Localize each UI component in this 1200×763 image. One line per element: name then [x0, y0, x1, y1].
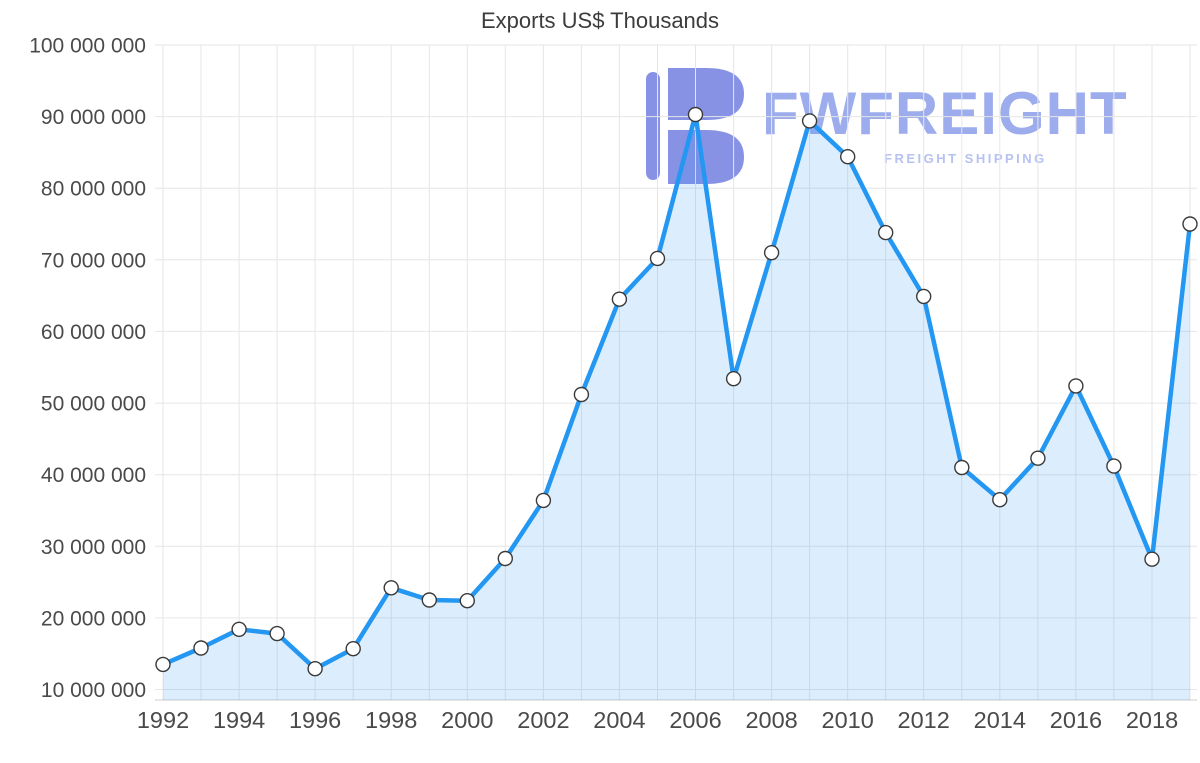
data-point-2012[interactable]: [916, 288, 932, 305]
data-point-2011[interactable]: [878, 224, 894, 241]
data-point-1994[interactable]: [231, 621, 247, 637]
y-axis-label: 70 000 000: [41, 249, 146, 272]
data-point-1996[interactable]: [307, 661, 323, 677]
data-point-2005[interactable]: [649, 250, 666, 267]
y-axis-label: 30 000 000: [41, 536, 146, 559]
data-point-2016[interactable]: [1068, 378, 1084, 394]
x-axis-label: 2002: [517, 707, 569, 733]
x-axis-label: 2018: [1126, 707, 1178, 733]
x-axis-label: 2014: [974, 707, 1026, 733]
y-axis-label: 90 000 000: [41, 106, 146, 129]
y-axis-label: 50 000 000: [41, 393, 146, 416]
x-axis-label: 1998: [365, 707, 417, 733]
data-point-1999[interactable]: [421, 592, 437, 608]
data-point-2000[interactable]: [459, 593, 475, 609]
chart-title: Exports US$ Thousands: [480, 8, 720, 33]
y-axis-label: 100 000 000: [29, 35, 146, 58]
data-point-1998[interactable]: [383, 580, 399, 596]
data-point-1993[interactable]: [193, 640, 209, 656]
data-point-1997[interactable]: [345, 641, 361, 657]
data-point-2013[interactable]: [954, 459, 970, 476]
data-point-2010[interactable]: [840, 148, 856, 165]
data-point-2001[interactable]: [497, 550, 513, 567]
x-axis-label: 2008: [745, 707, 797, 733]
y-axis-label: 60 000 000: [41, 321, 146, 344]
x-axis-label: 2000: [441, 707, 493, 733]
data-point-2019[interactable]: [1182, 216, 1198, 232]
x-axis-label: 1996: [289, 707, 341, 733]
data-point-2017[interactable]: [1106, 458, 1122, 474]
y-axis-label: 80 000 000: [41, 178, 146, 201]
x-axis-label: 1994: [213, 707, 265, 733]
y-axis-label: 20 000 000: [41, 607, 146, 630]
data-point-2008[interactable]: [763, 244, 780, 261]
data-point-2009[interactable]: [801, 113, 818, 129]
x-axis-label: 1992: [137, 707, 189, 733]
x-axis-label: 2016: [1050, 707, 1102, 733]
data-point-2018[interactable]: [1144, 551, 1160, 567]
data-point-2003[interactable]: [573, 386, 590, 403]
x-axis-label: 2006: [669, 707, 721, 733]
data-point-1992[interactable]: [155, 656, 171, 673]
series-line: [160, 112, 1193, 671]
data-point-1995[interactable]: [269, 625, 285, 642]
y-axis-label: 40 000 000: [41, 464, 146, 487]
x-axis-label: 2010: [822, 707, 874, 733]
data-point-2015[interactable]: [1030, 450, 1046, 466]
x-axis-label: 2004: [593, 707, 645, 733]
data-point-2014[interactable]: [992, 492, 1008, 508]
data-point-2007[interactable]: [725, 371, 742, 387]
x-axis-label: 2012: [898, 707, 950, 733]
data-point-2002[interactable]: [535, 492, 552, 509]
series-area-fill: [163, 114, 1190, 700]
data-point-2004[interactable]: [611, 291, 628, 307]
y-axis-label: 10 000 000: [41, 679, 146, 702]
data-point-2006[interactable]: [687, 106, 704, 123]
